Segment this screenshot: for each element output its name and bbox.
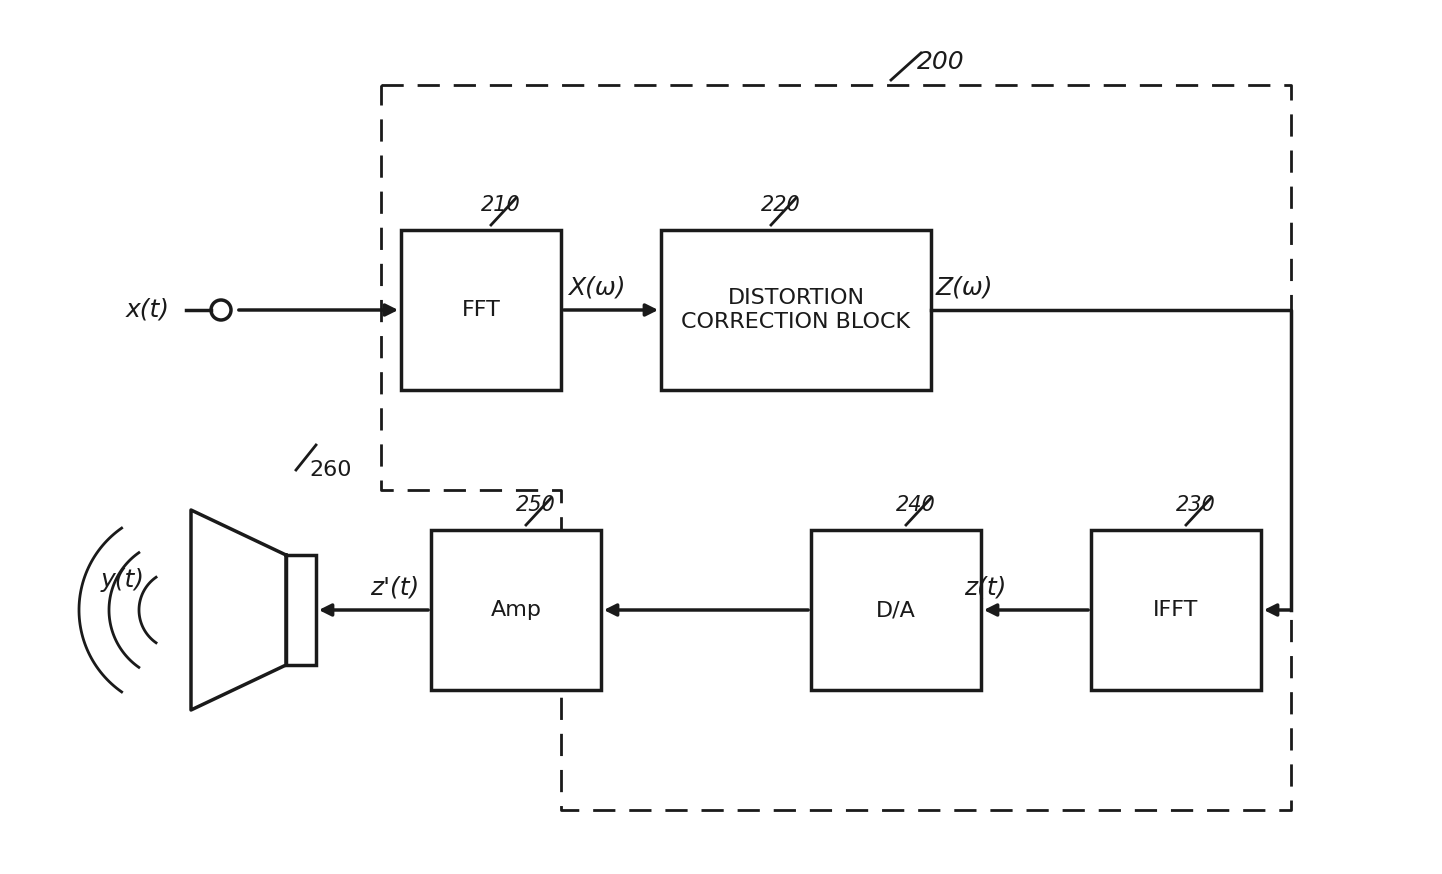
Bar (810, 530, 981, 690)
Text: X(ω): X(ω) (568, 276, 626, 300)
Text: IFFT: IFFT (1154, 600, 1198, 620)
Text: Amp: Amp (490, 600, 542, 620)
Bar (1092, 530, 1260, 690)
Polygon shape (190, 510, 286, 710)
Text: D/A: D/A (877, 600, 916, 620)
Text: FFT: FFT (461, 300, 500, 320)
Text: z'(t): z'(t) (369, 576, 420, 600)
Bar (431, 530, 601, 690)
Bar (660, 230, 932, 390)
Bar (401, 230, 561, 390)
Text: 260: 260 (309, 460, 352, 480)
Text: Z(ω): Z(ω) (936, 276, 994, 300)
Bar (286, 555, 316, 665)
Text: z(t): z(t) (963, 576, 1007, 600)
Text: 230: 230 (1177, 495, 1216, 515)
Text: 220: 220 (761, 195, 800, 215)
Text: 250: 250 (516, 495, 555, 515)
Text: 240: 240 (895, 495, 936, 515)
Text: DISTORTION
CORRECTION BLOCK: DISTORTION CORRECTION BLOCK (682, 288, 910, 331)
Text: 210: 210 (482, 195, 521, 215)
Text: y(t): y(t) (101, 568, 146, 592)
Text: x(t): x(t) (125, 298, 170, 322)
Text: 200: 200 (917, 50, 965, 74)
